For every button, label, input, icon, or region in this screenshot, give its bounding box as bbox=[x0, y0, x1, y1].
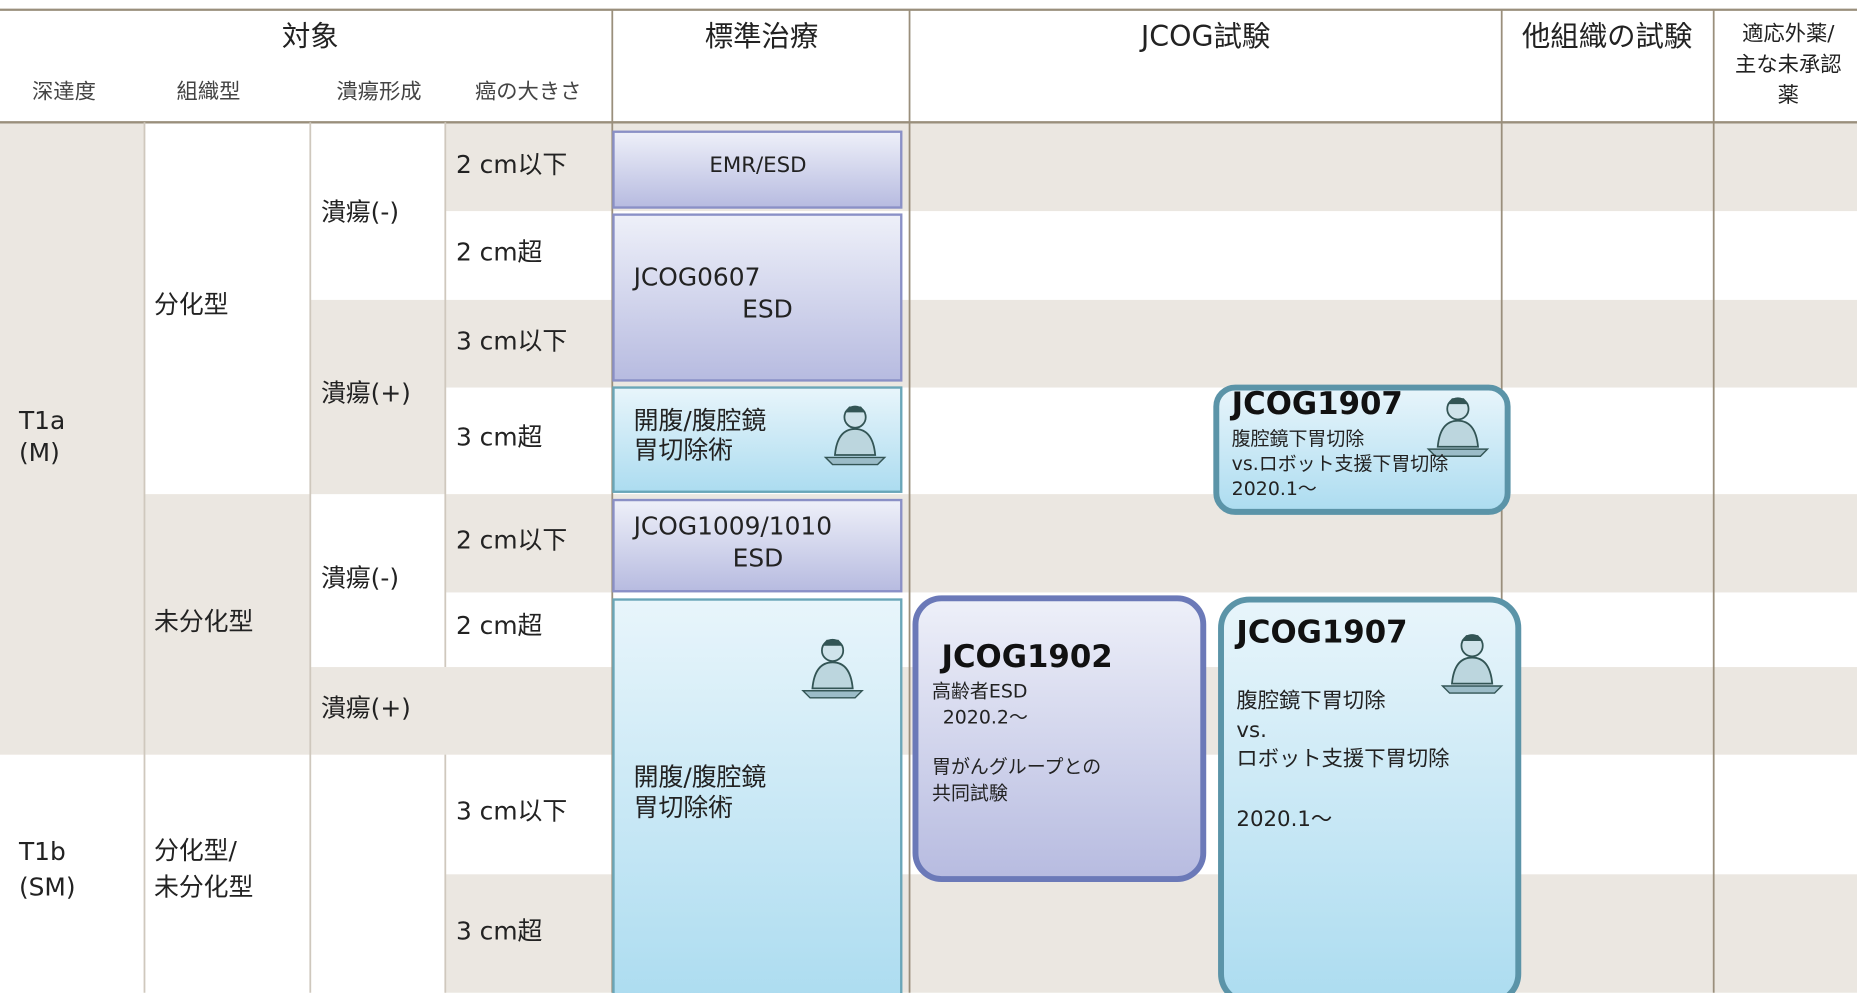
treatment: 胃切除術 bbox=[634, 435, 733, 464]
trial-id: JCOG1907 bbox=[1234, 614, 1407, 650]
subheader: 癌の大きさ bbox=[475, 80, 582, 105]
header: 標準治療 bbox=[705, 20, 819, 53]
size: 3 cm超 bbox=[456, 916, 543, 945]
trial-date: 2020.1～ bbox=[1236, 807, 1332, 832]
trial-detail: ロボット支援下胃切除 bbox=[1236, 746, 1449, 771]
header: JCOG試験 bbox=[1139, 20, 1270, 53]
depth: (SM) bbox=[19, 873, 76, 902]
header: 薬 bbox=[1778, 83, 1799, 108]
trial-id: JCOG1902 bbox=[940, 639, 1113, 675]
trial-detail: 2020.2～ bbox=[943, 706, 1028, 728]
header: 適応外薬/ bbox=[1742, 22, 1835, 47]
ulcer: 潰瘍(+) bbox=[321, 379, 411, 408]
treatment: ESD bbox=[733, 543, 784, 572]
histology: 未分化型 bbox=[154, 607, 253, 636]
size: 2 cm超 bbox=[456, 611, 543, 640]
trial-detail: vs.ロボット支援下胃切除 bbox=[1232, 453, 1449, 475]
treatment: EMR/ESD bbox=[709, 153, 806, 178]
subheader: 潰瘍形成 bbox=[336, 80, 421, 105]
treatment: 開腹/腹腔鏡 bbox=[634, 762, 767, 791]
header: 対象 bbox=[282, 20, 339, 53]
depth: T1b bbox=[18, 837, 66, 866]
ulcer: 潰瘍(-) bbox=[321, 197, 399, 226]
size: 2 cm超 bbox=[456, 238, 543, 267]
treatment: 胃切除術 bbox=[634, 793, 733, 822]
subheader: 深達度 bbox=[32, 80, 96, 105]
size: 3 cm以下 bbox=[456, 327, 567, 356]
trial-detail: vs. bbox=[1236, 718, 1266, 743]
ulcer: 潰瘍(+) bbox=[321, 694, 411, 723]
header: 他組織の試験 bbox=[1522, 20, 1692, 53]
trial-id: JCOG1907 bbox=[1230, 386, 1403, 422]
trial-detail: 腹腔鏡下胃切除 bbox=[1232, 428, 1365, 450]
histology: 未分化型 bbox=[154, 873, 253, 902]
treatment: 開腹/腹腔鏡 bbox=[634, 406, 767, 435]
trial-detail: 高齢者ESD bbox=[932, 680, 1027, 702]
treatment: JCOG0607 bbox=[632, 263, 761, 292]
size: 2 cm以下 bbox=[456, 526, 567, 555]
histology: 分化型/ bbox=[154, 836, 238, 865]
size: 3 cm超 bbox=[456, 422, 543, 451]
size: 2 cm以下 bbox=[456, 150, 567, 179]
depth: (M) bbox=[19, 438, 60, 467]
trial-detail: 腹腔鏡下胃切除 bbox=[1236, 688, 1385, 713]
histology: 分化型 bbox=[154, 290, 229, 319]
header: 主な未承認 bbox=[1735, 52, 1842, 77]
depth: T1a bbox=[18, 406, 65, 435]
treatment: JCOG1009/1010 bbox=[632, 511, 832, 540]
treatment: ESD bbox=[742, 295, 793, 324]
size: 3 cm以下 bbox=[456, 797, 567, 826]
ulcer: 潰瘍(-) bbox=[321, 563, 399, 592]
trial-detail: 2020.1～ bbox=[1232, 478, 1317, 500]
subheader: 組織型 bbox=[176, 80, 240, 105]
boxes bbox=[612, 130, 1522, 993]
trial-note: 共同試験 bbox=[932, 782, 1008, 804]
trial-note: 胃がんグループとの bbox=[932, 756, 1101, 778]
